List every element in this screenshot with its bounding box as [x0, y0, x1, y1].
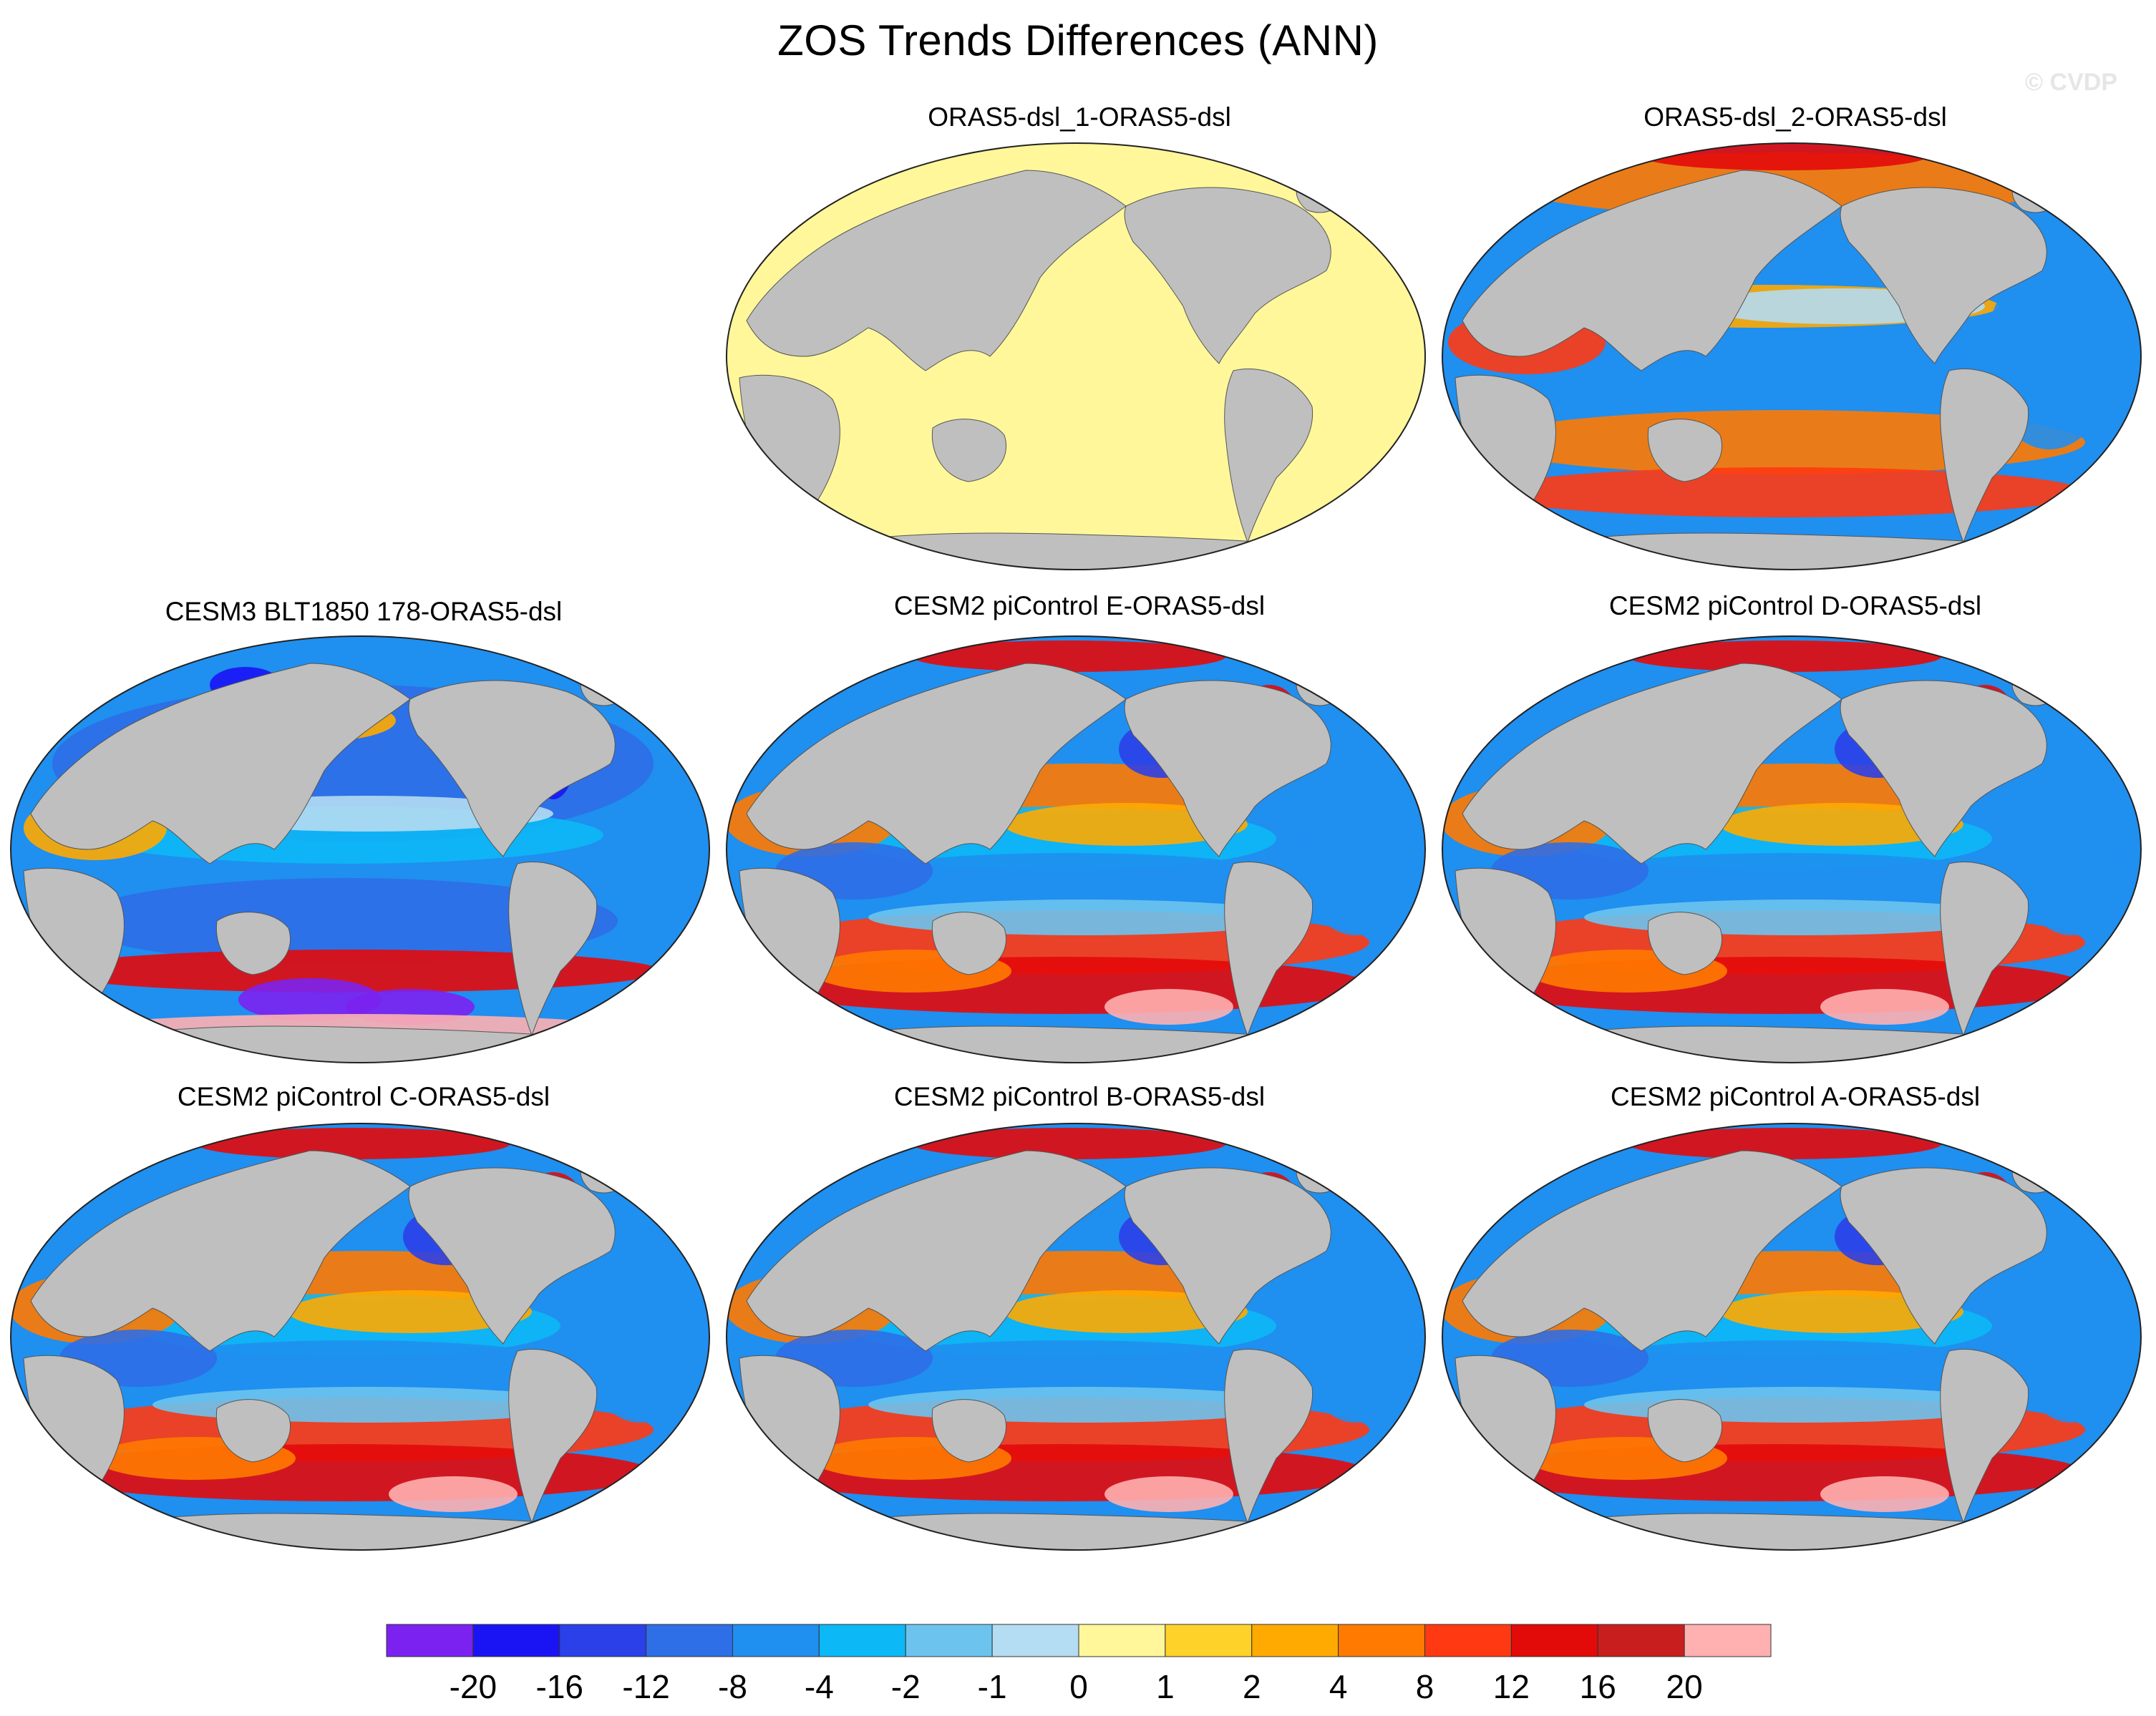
colorbar-box	[1684, 1624, 1772, 1657]
panel-title-5: CESM2 piControl D-ORAS5-dsl	[1608, 591, 1982, 620]
panel-title-4: CESM2 piControl E-ORAS5-dsl	[893, 591, 1266, 620]
map-panel-2	[1442, 142, 2142, 570]
colorbar-tick-label: 2	[1243, 1668, 1261, 1705]
colorbar-tick-label: -1	[978, 1668, 1007, 1705]
panel-title-1: ORAS5-dsl_1-ORAS5-dsl	[928, 102, 1231, 132]
colorbar-tick-label: 16	[1580, 1668, 1616, 1705]
colorbar-box	[1078, 1624, 1166, 1657]
cvdp-watermark: © CVDP	[2025, 69, 2117, 96]
colorbar-box	[991, 1624, 1079, 1657]
colorbar-tick-label: 20	[1666, 1668, 1703, 1705]
colorbar-tick-label: -12	[622, 1668, 669, 1705]
colorbar-tick-label: 12	[1493, 1668, 1530, 1705]
figure-title: ZOS Trends Differences (ANN)	[777, 16, 1379, 64]
panel-title-2: ORAS5-dsl_2-ORAS5-dsl	[1643, 102, 1947, 132]
colorbar-box	[905, 1624, 993, 1657]
map-panel-3	[10, 635, 710, 1063]
colorbar-tick-label: -2	[891, 1668, 921, 1705]
map-panel-5	[1442, 635, 2142, 1063]
colorbar-box	[472, 1624, 560, 1657]
colorbar-tick-label: 0	[1069, 1668, 1088, 1705]
colorbar-tick-label: 1	[1156, 1668, 1175, 1705]
colorbar-box	[386, 1624, 474, 1657]
colorbar-box	[732, 1624, 820, 1657]
map-panel-7	[726, 1123, 1426, 1551]
map-panel-6	[10, 1123, 710, 1551]
colorbar-box	[646, 1624, 733, 1657]
colorbar-tick-label: -16	[536, 1668, 583, 1705]
colorbar-box	[1338, 1624, 1425, 1657]
colorbar-box	[1251, 1624, 1339, 1657]
panel-title-6: CESM2 piControl C-ORAS5-dsl	[177, 1082, 550, 1111]
colorbar-tick-label: 8	[1416, 1668, 1434, 1705]
colorbar-box	[1165, 1624, 1253, 1657]
colorbar-tick-label: -8	[718, 1668, 747, 1705]
colorbar-tick-label: -20	[450, 1668, 497, 1705]
map-panel-8	[1442, 1123, 2142, 1551]
colorbar-box	[1597, 1624, 1685, 1657]
colorbar-box	[818, 1624, 906, 1657]
map-panel-1	[726, 142, 1426, 570]
panel-title-3: CESM3 BLT1850 178-ORAS5-dsl	[165, 597, 563, 626]
panel-title-8: CESM2 piControl A-ORAS5-dsl	[1610, 1082, 1981, 1111]
colorbar-box	[559, 1624, 647, 1657]
panel-title-7: CESM2 piControl B-ORAS5-dsl	[893, 1082, 1266, 1111]
colorbar-box	[1510, 1624, 1598, 1657]
colorbar-tick-label: -4	[805, 1668, 834, 1705]
colorbar-box	[1424, 1624, 1512, 1657]
map-panel-4	[726, 635, 1426, 1063]
colorbar-tick-label: 4	[1329, 1668, 1348, 1705]
